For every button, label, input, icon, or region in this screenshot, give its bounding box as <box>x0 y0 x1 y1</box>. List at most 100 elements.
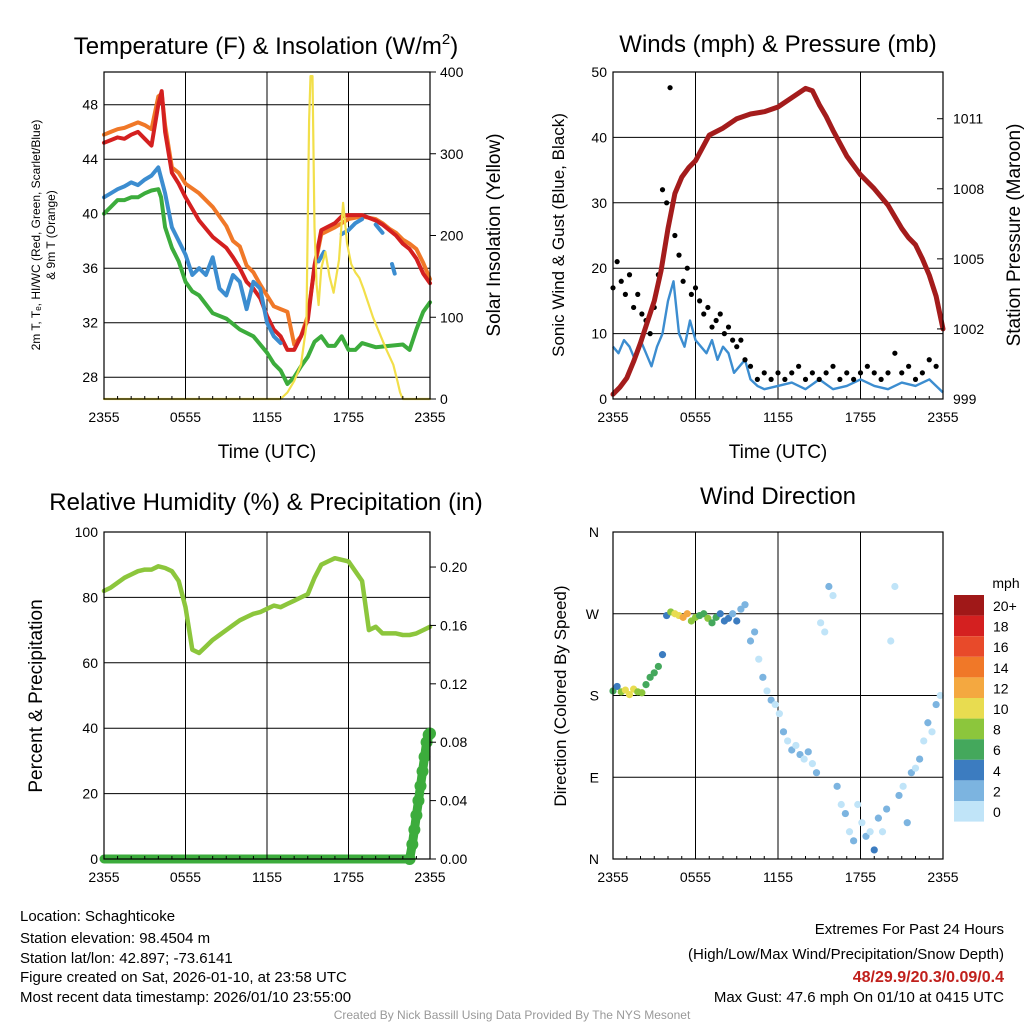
direction-point <box>911 764 920 772</box>
humidity-title: Relative Humidity (%) & Precipitation (i… <box>49 489 482 516</box>
speed-legend-swatch-16 <box>954 636 984 657</box>
direction-point <box>825 582 833 591</box>
winds-series <box>610 85 946 397</box>
winds-gust-point <box>926 357 932 363</box>
speed-legend-swatch-10 <box>954 698 984 719</box>
winds-gust-point <box>912 376 919 382</box>
winds-ytick-0: 0 <box>599 391 607 407</box>
direction-point <box>729 610 737 618</box>
winds-gust-point <box>899 370 905 376</box>
station-latlon: Station lat/lon: 42.897; -73.6141 <box>20 950 233 967</box>
winds-gust-point <box>837 376 843 382</box>
winds-pressure-line <box>610 85 946 397</box>
winds-y2-label: Station Pressure (Maroon) <box>1004 124 1024 347</box>
winds-gust-point <box>709 324 715 330</box>
speed-legend-label-2: 2 <box>993 783 1001 799</box>
wind-direction-panel: Wind Direction 2355 0555 1155 1755 2355 N E S W N… <box>551 483 1020 885</box>
speed-legend-label-18: 18 <box>993 619 1009 635</box>
winds-gust-point <box>635 291 641 297</box>
speed-legend: mph 20+ 18 16 14 12 10 8 6 4 2 0 <box>954 575 1020 822</box>
temp-series-solar-insolation <box>102 75 432 401</box>
temp-ytick-44: 44 <box>82 151 98 167</box>
speed-legend-label-4: 4 <box>993 763 1001 779</box>
humidity-xtick-label-1155: 1155 <box>252 869 282 885</box>
speed-legend-swatch-0 <box>954 801 984 822</box>
direction-point <box>812 769 821 777</box>
humidity-y-label: Percent & Precipitation <box>26 599 47 792</box>
winds-gust-point <box>667 85 673 91</box>
winds-gust-point <box>789 370 795 376</box>
speed-legend-label-0: 0 <box>993 804 1001 820</box>
humidity-y2tick-0.04: 0.04 <box>440 793 467 809</box>
temp-xtick-label-0555: 0555 <box>170 409 201 425</box>
winds-gust-point <box>816 376 822 382</box>
winds-y2tick-1008: 1008 <box>953 181 984 197</box>
direction-point <box>891 582 899 591</box>
direction-xtick-label-1755: 1755 <box>845 869 876 885</box>
winds-gust-point <box>725 324 732 330</box>
humidity-ytick-60: 60 <box>82 655 98 671</box>
winds-grid <box>613 71 943 400</box>
winds-gust-point <box>738 337 744 343</box>
winds-gust-point <box>639 311 645 317</box>
winds-gust-point <box>730 337 736 343</box>
temp-y2tick-200: 200 <box>440 228 464 244</box>
winds-gust-point <box>906 363 912 369</box>
winds-gust-point <box>680 278 686 284</box>
direction-xtick-label-0555: 0555 <box>680 869 711 885</box>
direction-point <box>746 637 755 645</box>
winds-y2tick-999: 999 <box>953 391 977 407</box>
direction-point <box>658 651 667 659</box>
speed-legend-swatch-8 <box>954 718 984 740</box>
speed-legend-label-12: 12 <box>993 680 1009 696</box>
speed-legend-label-8: 8 <box>993 722 1001 738</box>
direction-xtick-label-1155: 1155 <box>763 869 793 885</box>
extremes-title: Extremes For Past 24 Hours <box>815 921 1004 938</box>
direction-point <box>654 662 662 671</box>
winds-gust-point <box>782 376 788 382</box>
temperature-panel: Temperature (F) & Insolation (W/m2) 2355… <box>29 31 505 463</box>
temperature-y-label-line2: & 9m T (Orange) <box>44 190 58 280</box>
temp-ytick-36: 36 <box>82 260 98 276</box>
winds-gust-point <box>713 317 719 324</box>
direction-point <box>870 846 878 854</box>
humidity-ytick-80: 80 <box>82 589 98 605</box>
speed-legend-label-20+: 20+ <box>993 598 1017 614</box>
winds-gust-point <box>721 331 727 337</box>
humidity-series <box>99 555 436 865</box>
direction-point <box>928 728 936 736</box>
speed-legend-label-6: 6 <box>993 742 1001 758</box>
winds-gust-point <box>919 370 925 376</box>
winds-gust-point <box>857 370 864 376</box>
winds-gust-point <box>692 285 699 291</box>
winds-gust-point <box>614 259 620 265</box>
winds-panel: Winds (mph) & Pressure (mb) 2355 0555 1155… <box>549 31 1024 463</box>
direction-point <box>899 782 907 790</box>
winds-gust-point <box>878 376 884 382</box>
winds-xtick-label-1755: 1755 <box>845 409 876 425</box>
humidity-grid <box>104 532 430 859</box>
winds-gust-point <box>622 291 628 297</box>
temperature-y-label-line1: 2m T, Tₑ, HI/WC (Red, Green, Scarlet/Blu… <box>29 120 43 351</box>
direction-point <box>751 628 759 636</box>
winds-gust-point <box>626 272 633 278</box>
humidity-ytick-20: 20 <box>82 786 98 802</box>
winds-gust-point <box>802 376 809 382</box>
winds-gust-point <box>697 298 703 304</box>
winds-y2tick-1005: 1005 <box>953 251 984 267</box>
wind-direction-series <box>609 582 944 854</box>
winds-gust-point <box>768 376 774 382</box>
direction-point <box>920 737 928 745</box>
winds-title: Winds (mph) & Pressure (mb) <box>619 31 936 58</box>
direction-point <box>821 628 829 636</box>
temp-ytick-28: 28 <box>82 369 98 385</box>
direction-point <box>858 819 866 827</box>
direction-point <box>741 601 749 609</box>
direction-point <box>874 814 882 822</box>
humidity-y2tick-0.00: 0.00 <box>440 851 467 867</box>
direction-point <box>771 700 779 709</box>
direction-point <box>708 619 716 627</box>
station-elevation: Station elevation: 98.4504 m <box>20 930 210 947</box>
winds-x-label: Time (UTC) <box>729 442 828 463</box>
